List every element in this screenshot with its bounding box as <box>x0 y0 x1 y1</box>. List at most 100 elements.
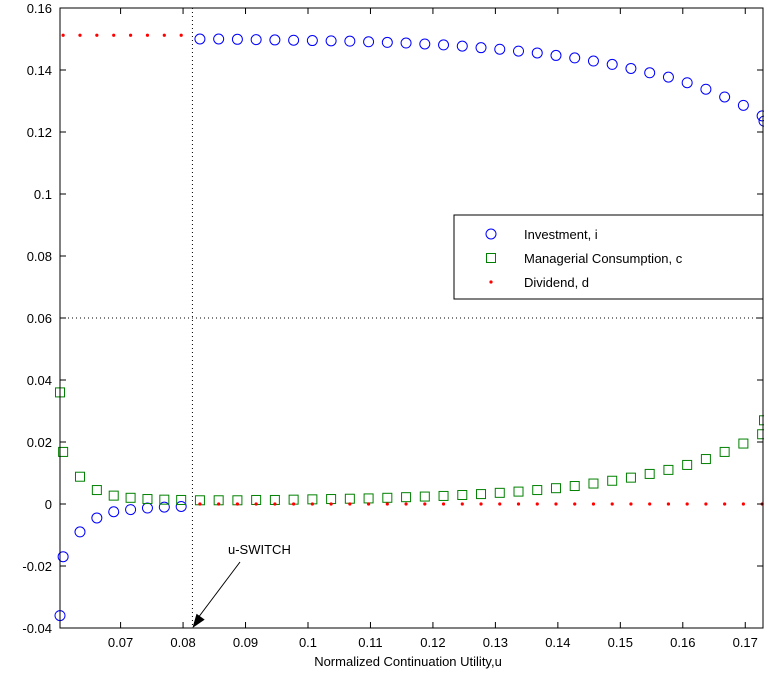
dividend-point <box>723 502 727 506</box>
x-tick-label: 0.09 <box>233 635 258 650</box>
consumption-point <box>326 494 337 505</box>
investment-point <box>231 33 243 45</box>
investment-point <box>438 39 450 51</box>
consumption-point <box>74 471 85 482</box>
investment-point <box>141 502 153 514</box>
consumption-point <box>344 493 355 504</box>
dividend-point <box>78 33 82 37</box>
legend-dividend: Dividend, d <box>489 275 589 290</box>
dividend-point <box>535 502 539 506</box>
investment-point <box>758 115 764 127</box>
investment-point <box>158 501 170 513</box>
u-switch-annotation: u-SWITCH <box>192 542 291 628</box>
consumption-point <box>419 491 430 502</box>
circle-marker-icon <box>485 228 497 240</box>
consumption-point <box>125 492 136 503</box>
investment-point <box>531 47 543 59</box>
series-square <box>55 387 764 506</box>
consumption-point <box>91 485 102 496</box>
investment-point <box>175 500 187 512</box>
dividend-point <box>591 502 596 506</box>
consumption-point <box>142 494 153 505</box>
dividend-point <box>610 502 614 506</box>
investment-point <box>550 49 562 61</box>
legend-consumption: Managerial Consumption, c <box>486 251 683 266</box>
legend-box <box>453 214 764 300</box>
consumption-point <box>513 486 524 497</box>
dividend-point <box>254 502 258 506</box>
dividend-point <box>685 502 689 506</box>
consumption-point <box>550 483 561 494</box>
y-tick-label: 0.02 <box>27 435 52 450</box>
x-tick-label: 0.08 <box>170 635 195 650</box>
y-tick-label: 0 <box>45 497 52 512</box>
consumption-point <box>382 492 393 503</box>
consumption-point <box>644 468 655 479</box>
series-dot <box>61 33 764 506</box>
investment-point <box>269 34 281 46</box>
consumption-point <box>476 489 487 500</box>
investment-point <box>325 35 337 47</box>
dividend-point <box>648 502 652 506</box>
y-tick-label: 0.08 <box>27 249 52 264</box>
dividend-point <box>479 502 483 506</box>
investment-point <box>662 71 674 83</box>
consumption-point <box>757 429 764 440</box>
investment-point <box>419 38 431 50</box>
x-tick-label: 0.17 <box>733 635 758 650</box>
investment-point <box>569 52 581 64</box>
investment-point <box>700 83 712 95</box>
dividend-point <box>404 502 408 506</box>
dividend-point <box>128 33 133 37</box>
legend-label: Managerial Consumption, c <box>524 251 683 266</box>
x-tick-label: 0.07 <box>108 635 133 650</box>
consumption-point <box>58 446 69 457</box>
consumption-point <box>663 464 674 475</box>
arrow-head-icon <box>192 613 205 628</box>
consumption-point <box>176 494 187 505</box>
investment-point <box>381 36 393 48</box>
y-tick-label: 0.12 <box>27 125 52 140</box>
investment-point <box>250 34 262 46</box>
dot-marker-icon <box>489 280 493 284</box>
consumption-point <box>588 478 599 489</box>
dividend-point <box>217 502 221 506</box>
investment-point <box>719 91 731 103</box>
dividend-point <box>235 502 240 506</box>
x-tick-label: 0.14 <box>545 635 570 650</box>
legend-label: Investment, i <box>524 227 598 242</box>
consumption-point <box>108 490 119 501</box>
investment-point <box>306 35 318 47</box>
investment-point <box>494 43 506 55</box>
investment-point <box>125 504 137 516</box>
consumption-point <box>159 494 170 505</box>
investment-point <box>513 45 525 57</box>
consumption-point <box>532 485 543 496</box>
dividend-point <box>273 502 277 506</box>
square-marker-icon <box>486 253 496 263</box>
y-tick-label: 0.16 <box>27 1 52 16</box>
legend-label: Dividend, d <box>524 275 589 290</box>
legend: Investment, i Managerial Consumption, c Di… <box>453 214 764 300</box>
dividend-point <box>145 33 150 37</box>
y-tick-label: 0.04 <box>27 373 52 388</box>
consumption-point <box>738 438 749 449</box>
consumption-point <box>607 475 618 486</box>
y-tick-label: -0.02 <box>22 559 52 574</box>
y-tick-label: 0.1 <box>34 187 52 202</box>
dividend-point <box>666 502 671 506</box>
dividend-point <box>629 502 633 506</box>
y-tick-label: 0.14 <box>27 63 52 78</box>
dividend-point <box>516 502 521 506</box>
consumption-point <box>363 493 374 504</box>
consumption-point <box>438 490 449 501</box>
dividend-point <box>498 502 502 506</box>
dividend-point <box>179 33 183 37</box>
investment-point <box>587 55 599 67</box>
dividend-point <box>573 502 577 506</box>
x-tick-label: 0.11 <box>358 635 382 650</box>
consumption-point <box>569 481 580 492</box>
dividend-point <box>423 502 427 506</box>
x-axis-label: Normalized Continuation Utility,u <box>314 654 502 669</box>
dividend-point <box>704 502 708 506</box>
